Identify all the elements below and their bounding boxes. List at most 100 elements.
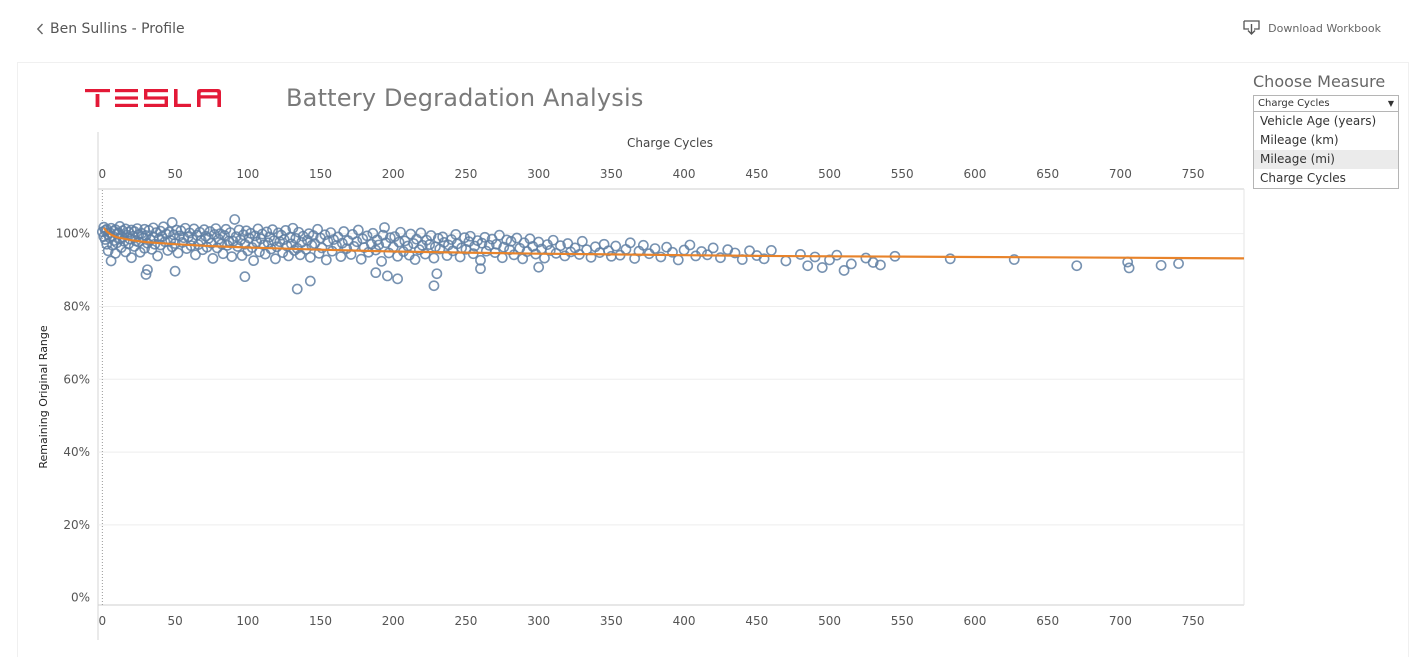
- data-point: [1155, 259, 1167, 271]
- data-point: [498, 241, 510, 253]
- data-point: [190, 249, 201, 261]
- data-point: [475, 254, 486, 266]
- x-tick-label-bottom: 100: [236, 614, 259, 628]
- x-tick-label-top: 250: [454, 167, 477, 181]
- data-point: [393, 236, 405, 248]
- data-point: [505, 235, 517, 247]
- measure-option-vehicle-age[interactable]: Vehicle Age (years): [1260, 114, 1377, 128]
- data-point: [198, 224, 210, 236]
- x-tick-label-bottom: 350: [600, 614, 623, 628]
- y-tick-label: 80%: [63, 299, 90, 313]
- data-point: [226, 251, 238, 263]
- x-tick-label-bottom: 700: [1109, 614, 1132, 628]
- data-point: [476, 237, 488, 249]
- data-point: [661, 241, 673, 253]
- data-point: [555, 240, 566, 252]
- x-tick-label-bottom: 200: [382, 614, 405, 628]
- data-point: [267, 224, 278, 236]
- data-point-outlier: [431, 268, 443, 280]
- data-point: [508, 249, 520, 261]
- data-point: [483, 239, 495, 251]
- data-point: [270, 253, 281, 265]
- data-point: [649, 243, 661, 255]
- measure-option-mileage-km[interactable]: Mileage (km): [1260, 133, 1339, 147]
- data-point: [637, 239, 649, 251]
- data-point: [126, 252, 137, 264]
- data-point: [1008, 254, 1020, 265]
- measure-option-charge-cycles[interactable]: Charge Cycles: [1260, 171, 1346, 185]
- download-workbook-button[interactable]: Download Workbook: [1243, 20, 1381, 36]
- data-point: [316, 242, 328, 254]
- data-point: [283, 250, 294, 262]
- data-point: [172, 247, 184, 259]
- data-point: [678, 244, 690, 256]
- data-point: [765, 245, 777, 256]
- x-tick-label-bottom: 150: [309, 614, 332, 628]
- data-point: [338, 226, 350, 237]
- data-point: [229, 214, 241, 225]
- data-point-outlier: [382, 270, 393, 282]
- data-point: [335, 251, 347, 263]
- data-point: [729, 247, 741, 259]
- x-tick-label-bottom: 650: [1036, 614, 1059, 628]
- top-bar: Ben Sullins - Profile Download Workbook: [0, 0, 1422, 60]
- data-point: [320, 254, 332, 266]
- data-point: [166, 241, 178, 253]
- x-tick-label-top: 200: [382, 167, 405, 181]
- x-tick-label-bottom: 450: [745, 614, 768, 628]
- data-point: [547, 234, 559, 246]
- data-point: [415, 227, 427, 239]
- x-tick-label-top: 400: [673, 167, 696, 181]
- choose-measure-filter: Choose Measure Charge Cycles ▼ Vehicle A…: [1253, 72, 1403, 189]
- data-point: [576, 235, 588, 247]
- x-tick-label-top: 100: [236, 167, 259, 181]
- data-point: [707, 242, 719, 254]
- x-tick-label-top: 650: [1036, 167, 1059, 181]
- data-point: [585, 251, 597, 263]
- data-point: [598, 238, 610, 250]
- x-tick-label-top: 150: [309, 167, 332, 181]
- data-point: [831, 249, 843, 261]
- data-point-outlier: [140, 269, 152, 280]
- measure-options-list: Vehicle Age (years) Mileage (km) Mileage…: [1253, 112, 1399, 189]
- dashboard-title: Battery Degradation Analysis: [286, 84, 644, 112]
- x-tick-label-top: 550: [891, 167, 914, 181]
- data-point: [373, 239, 385, 251]
- measure-option-mileage-mi[interactable]: Mileage (mi): [1254, 150, 1398, 169]
- x-tick-label-top: 700: [1109, 167, 1132, 181]
- download-icon: [1243, 20, 1260, 35]
- data-point: [838, 265, 850, 276]
- data-point-outlier: [291, 283, 303, 295]
- back-to-profile-link[interactable]: Ben Sullins - Profile: [36, 21, 185, 37]
- data-point: [684, 239, 696, 251]
- data-point: [493, 229, 505, 241]
- data-point: [351, 236, 363, 248]
- data-point: [758, 253, 770, 265]
- measure-select[interactable]: Charge Cycles ▼: [1253, 95, 1399, 112]
- x-tick-label-bottom: 250: [454, 614, 477, 628]
- tesla-logo: [85, 87, 223, 111]
- y-tick-label: 40%: [63, 445, 90, 459]
- data-point: [319, 229, 331, 241]
- data-point: [1173, 258, 1184, 269]
- data-point: [544, 245, 556, 256]
- data-point-outlier: [533, 261, 545, 273]
- measure-select-value: Charge Cycles: [1258, 98, 1330, 109]
- x-tick-label-top: 350: [600, 167, 623, 181]
- data-point: [479, 231, 491, 243]
- back-link-label: Ben Sullins - Profile: [50, 21, 185, 37]
- data-point: [802, 260, 814, 272]
- data-point: [715, 252, 726, 264]
- data-point: [610, 240, 622, 252]
- x-tick-label-top: 0: [99, 167, 107, 181]
- x-tick-label-bottom: 600: [963, 614, 986, 628]
- data-point: [816, 262, 828, 273]
- x-tick-label-bottom: 500: [818, 614, 841, 628]
- x-tick-label-bottom: 550: [891, 614, 914, 628]
- data-point: [624, 237, 636, 249]
- data-point-outlier: [370, 267, 382, 279]
- chevron-left-icon: [36, 23, 44, 35]
- x-tick-label-top: 450: [745, 167, 768, 181]
- x-tick-label-top: 750: [1182, 167, 1205, 181]
- data-point: [867, 257, 879, 268]
